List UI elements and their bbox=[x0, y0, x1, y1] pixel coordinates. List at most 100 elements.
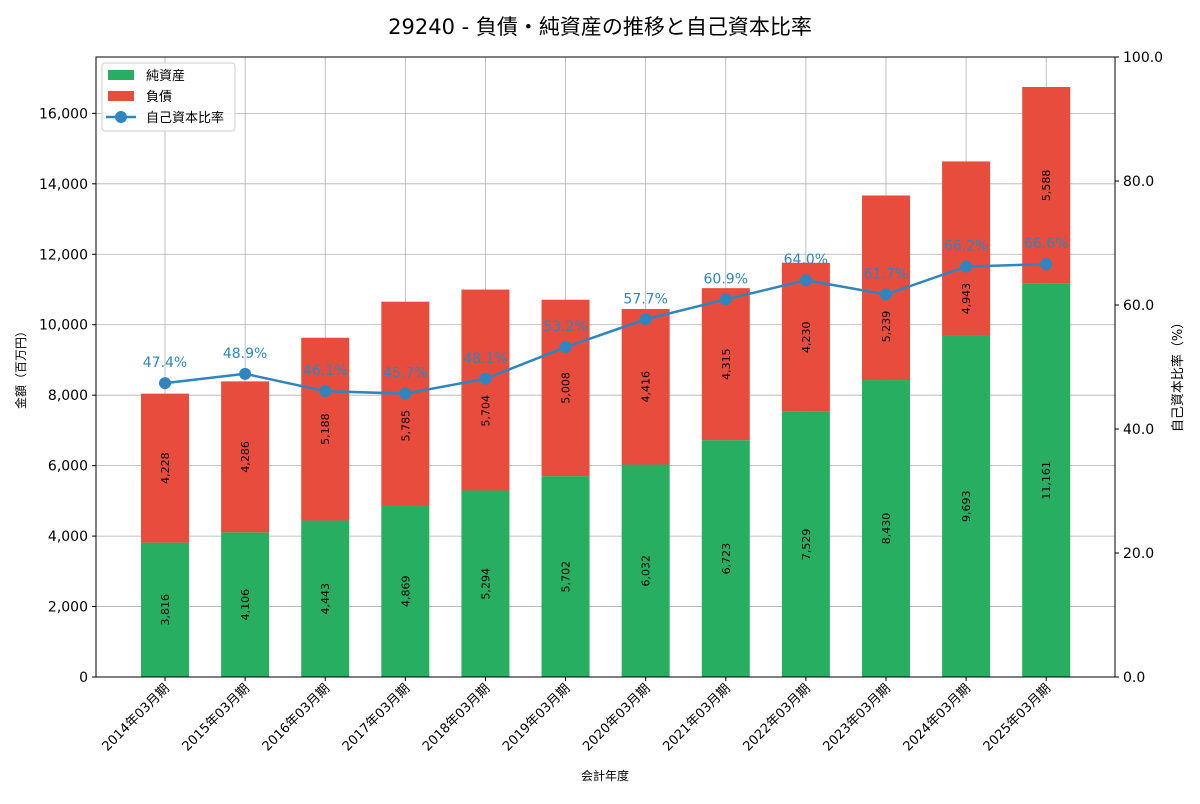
legend-swatch bbox=[108, 70, 134, 80]
bar-net-assets bbox=[701, 440, 750, 677]
bar-value-label: 5,702 bbox=[560, 561, 573, 593]
x-tick-label: 2017年03月期 bbox=[340, 681, 413, 754]
bar-value-label: 11,161 bbox=[1040, 461, 1053, 500]
x-tick-label: 2015年03月期 bbox=[180, 681, 253, 754]
bars: 3,816 4,228 4,106 4,286 4,443 5,188 4,869 5,785… bbox=[141, 86, 1071, 677]
y-tick-label: 12,000 bbox=[39, 247, 88, 263]
bar-liabilities bbox=[942, 161, 991, 336]
bar-value-label: 3,816 bbox=[159, 594, 172, 626]
ratio-label: 57.7% bbox=[623, 291, 667, 307]
bar-liabilities bbox=[781, 262, 830, 412]
x-tick-label: 2020年03月期 bbox=[580, 681, 653, 754]
y2-tick-label: 20.0 bbox=[1123, 546, 1154, 562]
ratio-label: 61.7% bbox=[864, 266, 908, 282]
ratio-point bbox=[159, 377, 171, 390]
ratio-line: 47.4% 48.9% 46.1% 45.7% 48.1% 53.2% 57.7% 60.9%… bbox=[143, 236, 1068, 400]
bar-net-assets bbox=[381, 505, 430, 677]
bar-net-assets bbox=[221, 532, 270, 677]
plot-frame bbox=[95, 56, 1116, 678]
ratio-point bbox=[639, 313, 652, 326]
bar-liabilities bbox=[541, 299, 590, 477]
ratio-point bbox=[239, 367, 252, 380]
bar-value-label: 4,315 bbox=[720, 348, 733, 380]
y-tick-label: 4,000 bbox=[48, 529, 88, 545]
legend-swatch bbox=[108, 91, 134, 101]
bar-liabilities bbox=[1022, 86, 1071, 284]
y-tick-label: 14,000 bbox=[39, 177, 88, 193]
y2-tick-label: 80.0 bbox=[1123, 174, 1154, 190]
x-tick-label: 2024年03月期 bbox=[901, 681, 974, 754]
x-tick-label: 2021年03月期 bbox=[660, 681, 733, 754]
y-tick-label: 8,000 bbox=[48, 388, 88, 404]
y-tick-label: 16,000 bbox=[39, 106, 88, 122]
bar-liabilities bbox=[381, 301, 430, 506]
ratio-label: 48.1% bbox=[463, 351, 507, 367]
ratio-label: 53.2% bbox=[543, 319, 587, 335]
bar-value-label: 4,443 bbox=[319, 583, 332, 615]
ratio-point bbox=[1040, 258, 1053, 271]
bar-net-assets bbox=[621, 464, 670, 677]
bar-liabilities bbox=[461, 289, 510, 491]
bar-value-label: 8,430 bbox=[880, 513, 893, 545]
bar-value-label: 5,008 bbox=[560, 372, 573, 404]
bar-net-assets bbox=[861, 380, 910, 677]
x-tick-label: 2025年03月期 bbox=[981, 681, 1054, 754]
bar-liabilities bbox=[301, 337, 350, 521]
bar-value-label: 7,529 bbox=[800, 529, 813, 561]
bar-value-label: 4,228 bbox=[159, 452, 172, 484]
ratio-point bbox=[719, 293, 732, 306]
y-tick-label: 6,000 bbox=[48, 459, 88, 475]
ratio-point bbox=[479, 372, 492, 385]
ratio-label: 45.7% bbox=[383, 366, 427, 382]
bar-value-label: 5,188 bbox=[319, 413, 332, 445]
ratio-point bbox=[319, 385, 332, 398]
bar-value-label: 5,294 bbox=[479, 568, 492, 600]
bar-net-assets bbox=[781, 411, 830, 677]
chart-title: 29240 - 負債・純資産の推移と自己資本比率 bbox=[388, 15, 812, 39]
ratio-label: 60.9% bbox=[704, 271, 748, 287]
y2-tick-label: 60.0 bbox=[1123, 298, 1154, 314]
bar-value-label: 4,106 bbox=[239, 589, 252, 621]
y-tick-label: 2,000 bbox=[48, 600, 88, 616]
bar-value-label: 4,416 bbox=[640, 371, 653, 403]
ratio-label: 64.0% bbox=[784, 252, 828, 268]
x-tick-label: 2022年03月期 bbox=[740, 681, 813, 754]
x-tick-label: 2023年03月期 bbox=[821, 681, 894, 754]
bar-net-assets bbox=[461, 490, 510, 677]
bar-net-assets bbox=[942, 335, 991, 677]
axes: 0 2,000 4,000 6,000 8,000 10,000 12,000 14,000 1… bbox=[39, 50, 1163, 755]
bar-net-assets bbox=[541, 476, 590, 677]
ratio-label: 46.1% bbox=[303, 363, 347, 379]
y2-axis-label: 自己資本比率（%） bbox=[1170, 316, 1186, 432]
bar-value-label: 5,785 bbox=[399, 410, 412, 442]
x-tick-label: 2016年03月期 bbox=[260, 681, 333, 754]
y2-tick-label: 100.0 bbox=[1123, 50, 1163, 66]
x-tick-label: 2019年03月期 bbox=[500, 681, 573, 754]
y2-tick-label: 40.0 bbox=[1123, 422, 1154, 438]
bar-net-assets bbox=[301, 520, 350, 677]
bar-value-label: 5,704 bbox=[479, 395, 492, 427]
x-tick-label: 2014年03月期 bbox=[100, 681, 173, 754]
bar-value-label: 6,032 bbox=[640, 555, 653, 587]
ratio-label: 66.2% bbox=[944, 239, 988, 255]
bar-net-assets bbox=[141, 542, 189, 677]
bar-value-label: 4,869 bbox=[399, 575, 412, 607]
bar-value-label: 5,239 bbox=[880, 311, 893, 343]
bar-value-label: 4,230 bbox=[800, 322, 813, 354]
y2-tick-label: 0.0 bbox=[1123, 670, 1145, 686]
y-tick-label: 0 bbox=[79, 670, 88, 686]
y-axis-label: 金額（百万円） bbox=[13, 325, 28, 409]
bar-value-label: 6,723 bbox=[720, 543, 733, 575]
ratio-point bbox=[879, 288, 892, 301]
legend-label: 純資産 bbox=[146, 68, 185, 84]
y-tick-label: 10,000 bbox=[39, 318, 88, 334]
ratio-point bbox=[960, 260, 973, 273]
ratio-point bbox=[559, 341, 572, 354]
ratio-label: 48.9% bbox=[223, 346, 267, 362]
x-axis-label: 会計年度 bbox=[581, 768, 629, 783]
ratio-point bbox=[399, 387, 412, 400]
legend-label: 自己資本比率 bbox=[146, 110, 224, 126]
